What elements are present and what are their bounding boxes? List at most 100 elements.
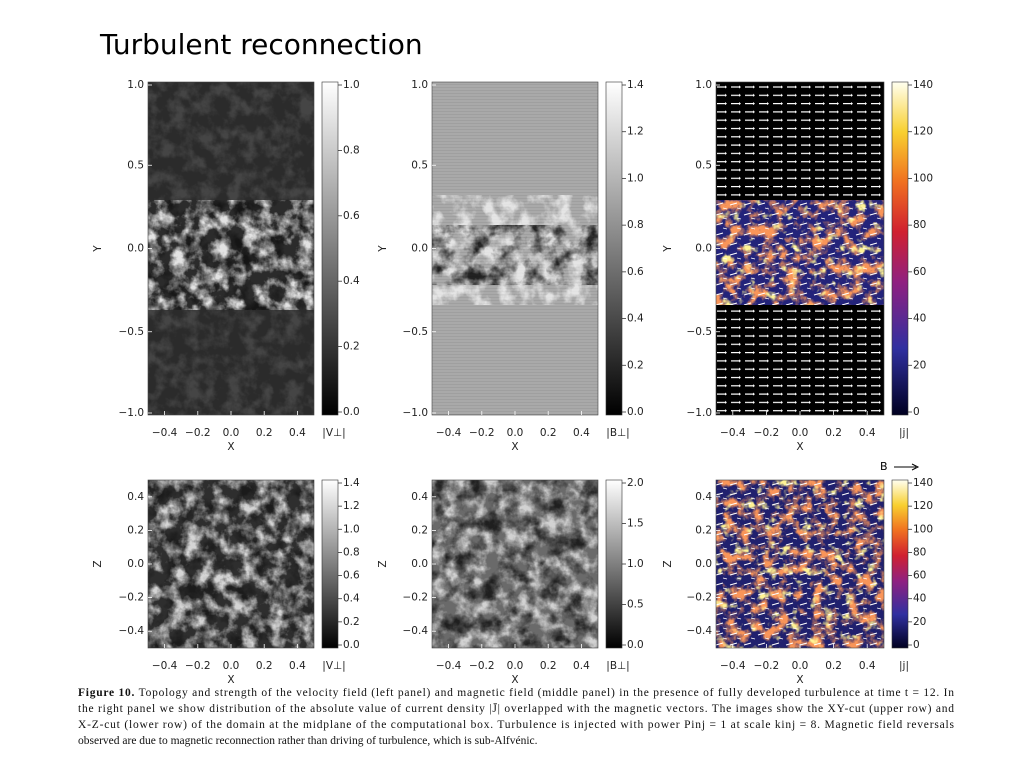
colorbar-tick-label: 0.0 [343, 406, 360, 418]
y-tick-label: 0.2 [127, 524, 144, 536]
colorbar-tick-label: 20 [913, 616, 926, 628]
colorbar-label: |j| [899, 427, 909, 439]
x-tick-label: 0.4 [289, 427, 306, 439]
colorbar-tick-label: 40 [913, 313, 926, 325]
x-tick-label: 0.4 [859, 427, 876, 439]
colorbar-label: |V⊥| [322, 660, 345, 672]
x-tick-label: −0.4 [436, 427, 462, 439]
x-tick-label: −0.4 [720, 427, 746, 439]
x-tick-label: 0.4 [289, 660, 306, 672]
colorbar-tick-label: 120 [913, 500, 933, 512]
colorbar-tick-label: 100 [913, 523, 933, 535]
colorbar [321, 81, 339, 416]
colorbar [891, 81, 909, 416]
x-tick-label: −0.2 [754, 427, 780, 439]
y-axis-label: Z [377, 560, 389, 567]
colorbar-tick-label: 140 [913, 477, 933, 489]
colorbar [605, 81, 623, 416]
y-axis-label: Z [662, 560, 674, 567]
y-tick-label: −0.2 [119, 592, 145, 604]
x-tick-label: 0.0 [792, 660, 809, 672]
colorbar-tick-label: 0.5 [627, 599, 644, 611]
colorbar-tick-label: 0.4 [343, 593, 360, 605]
x-axis-label: X [796, 441, 803, 453]
colorbar-tick-label: 40 [913, 593, 926, 605]
x-tick-label: 0.2 [825, 427, 842, 439]
b-arrow-head [911, 463, 920, 471]
colorbar-tick-label: 1.0 [627, 558, 644, 570]
colorbar-tick-label: 0.8 [627, 219, 644, 231]
colorbar-tick-label: 1.4 [343, 477, 360, 489]
colorbar-tick-label: 140 [913, 79, 933, 91]
y-tick-label: −0.2 [687, 592, 713, 604]
caption-line: observed are due to magnetic reconnectio… [78, 735, 538, 747]
colorbar-tick-label: 0.2 [627, 359, 644, 371]
colorbar-tick-label: 0.6 [343, 210, 360, 222]
x-tick-label: −0.4 [152, 660, 178, 672]
colorbar-tick-label: 0.6 [627, 266, 644, 278]
colorbar-tick-label: 80 [913, 546, 926, 558]
panel-image [432, 82, 598, 415]
x-tick-label: −0.4 [436, 660, 462, 672]
colorbar-tick-label: 0.0 [627, 406, 644, 418]
colorbar-tick-label: 60 [913, 570, 926, 582]
y-tick-label: −1.0 [403, 407, 429, 419]
x-tick-label: −0.2 [469, 427, 495, 439]
colorbar-tick-label: 1.0 [343, 79, 360, 91]
y-tick-label: 0.4 [695, 491, 712, 503]
x-tick-label: 0.2 [540, 427, 557, 439]
y-tick-label: 0.0 [127, 558, 144, 570]
x-axis-label: X [511, 674, 518, 686]
y-tick-label: −1.0 [687, 407, 713, 419]
colorbar-tick-label: 0.2 [343, 341, 360, 353]
slide-title: Turbulent reconnection [99, 28, 423, 61]
panel-image [148, 480, 314, 648]
y-tick-label: 0.0 [411, 558, 428, 570]
x-axis-label: X [511, 441, 518, 453]
colorbar-tick-label: 0.4 [627, 313, 644, 325]
caption-text: Topology and strength of the velocity fi… [139, 687, 955, 699]
colorbar-tick-label: 0.6 [343, 570, 360, 582]
y-tick-label: −0.5 [119, 326, 145, 338]
x-tick-label: 0.2 [540, 660, 557, 672]
colorbar-tick-label: 0.0 [627, 639, 644, 651]
x-axis-label: X [796, 674, 803, 686]
y-tick-label: 0.2 [695, 524, 712, 536]
colorbar-tick-label: 20 [913, 359, 926, 371]
colorbar [321, 479, 339, 649]
y-tick-label: 0.5 [127, 159, 144, 171]
colorbar-label: |B⊥| [606, 660, 629, 672]
colorbar-tick-label: 100 [913, 172, 933, 184]
x-tick-label: 0.4 [573, 427, 590, 439]
y-tick-label: 0.5 [695, 159, 712, 171]
colorbar [891, 479, 909, 649]
y-axis-label: Y [377, 245, 389, 253]
panel-image [148, 82, 314, 415]
x-tick-label: 0.0 [507, 427, 524, 439]
x-tick-label: −0.2 [185, 427, 211, 439]
colorbar [605, 479, 623, 649]
x-tick-label: −0.2 [469, 660, 495, 672]
x-tick-label: 0.2 [256, 427, 273, 439]
panel-image [716, 82, 884, 415]
colorbar-label: |B⊥| [606, 427, 629, 439]
y-tick-label: 0.0 [695, 558, 712, 570]
colorbar-tick-label: 0.8 [343, 546, 360, 558]
caption-line: the right panel we show distribution of … [78, 702, 954, 715]
y-tick-label: 1.0 [127, 79, 144, 91]
panel-image [432, 480, 598, 648]
colorbar-tick-label: 0 [913, 406, 920, 418]
b-arrow-label: B [880, 460, 888, 473]
colorbar-tick-label: 1.0 [627, 172, 644, 184]
y-tick-label: −1.0 [119, 407, 145, 419]
colorbar-tick-label: 0 [913, 639, 920, 651]
colorbar-tick-label: 120 [913, 126, 933, 138]
y-tick-label: 0.0 [411, 243, 428, 255]
x-tick-label: 0.2 [256, 660, 273, 672]
x-tick-label: 0.0 [792, 427, 809, 439]
x-tick-label: 0.4 [573, 660, 590, 672]
y-tick-label: 0.4 [127, 491, 144, 503]
y-tick-label: 0.5 [411, 159, 428, 171]
x-tick-label: 0.0 [223, 660, 240, 672]
